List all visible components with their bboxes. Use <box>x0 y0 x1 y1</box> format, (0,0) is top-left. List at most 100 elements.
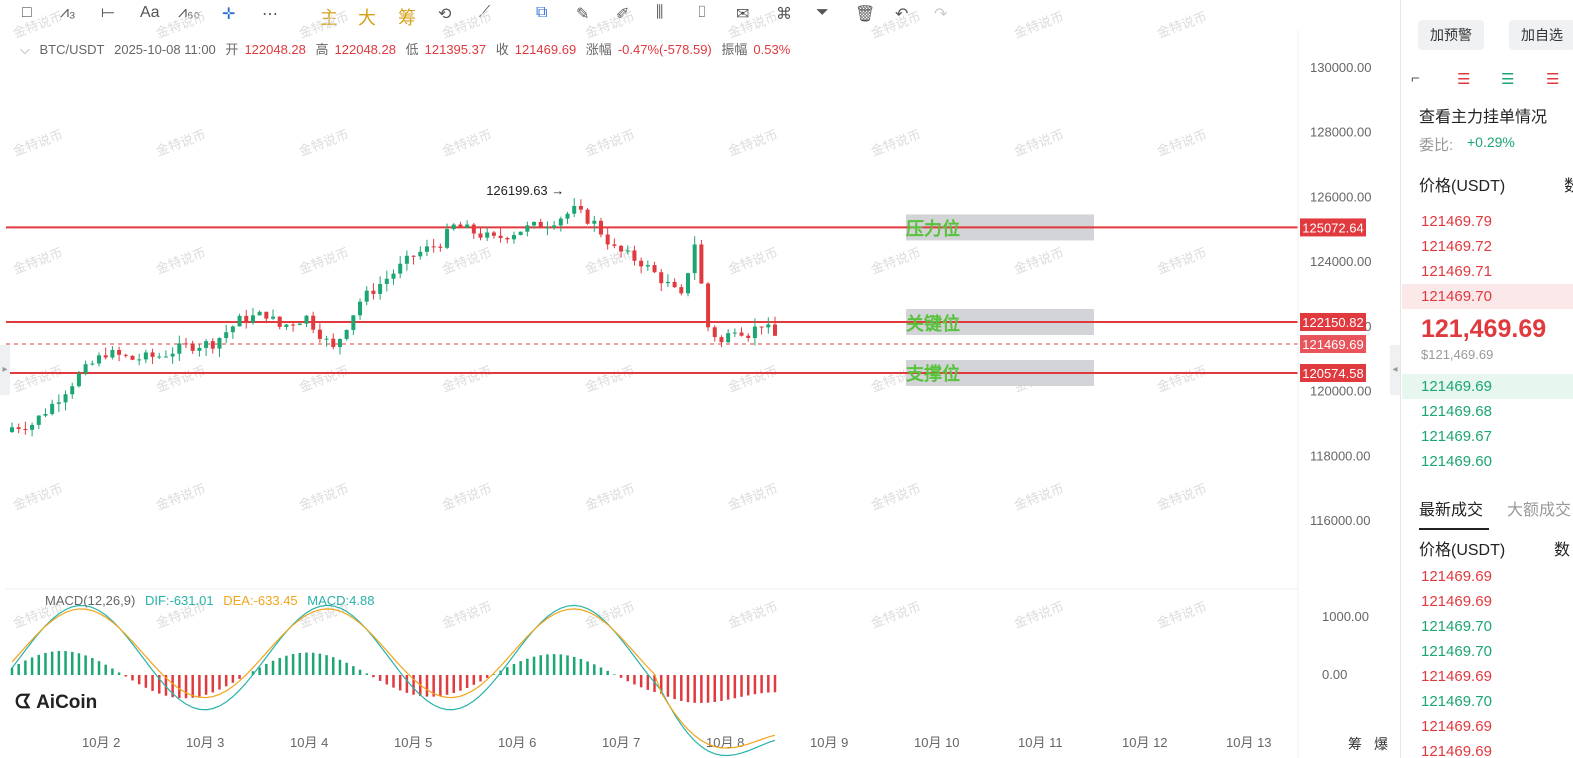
candle-body <box>719 337 724 343</box>
candle-body <box>257 311 262 316</box>
redo-icon[interactable]: ↷ <box>934 6 948 23</box>
close-value: 121469.69 <box>514 42 577 57</box>
filter-icon[interactable]: ⏷ <box>816 4 829 21</box>
collapse-icon[interactable]: ⌵ <box>20 42 30 57</box>
watermark-text: 金特说币 <box>869 481 923 513</box>
watermark-text: 金特说币 <box>1012 9 1066 41</box>
line-tool-icon[interactable]: ⟝ <box>101 4 115 21</box>
box-icon[interactable]: ⌷ <box>697 4 707 21</box>
candle-body <box>759 326 764 328</box>
candle-body <box>659 272 664 284</box>
rectangle-tool-icon[interactable]: □ <box>22 4 32 21</box>
candle-body <box>605 234 610 245</box>
x-tick-label: 10月 11 <box>1018 735 1063 750</box>
watermark-text: 金特说币 <box>726 127 780 159</box>
candle-body <box>123 354 128 356</box>
book-both-icon[interactable]: ☰ <box>1457 71 1471 88</box>
copy-icon[interactable]: ⧉ <box>536 4 548 21</box>
tab-underline <box>1419 528 1489 530</box>
candle-body <box>699 244 704 284</box>
candle-body <box>23 428 28 430</box>
candle-body <box>552 225 557 228</box>
book-bids-icon[interactable]: ☰ <box>1501 71 1515 88</box>
ask-price[interactable]: 121469.70 <box>1421 288 1492 305</box>
more-icon[interactable]: ⋯ <box>262 6 278 23</box>
candle-body <box>592 220 597 224</box>
pen-icon[interactable]: ✐ <box>616 6 630 23</box>
bid-price[interactable]: 121469.60 <box>1421 453 1492 470</box>
bid-price[interactable]: 121469.68 <box>1421 403 1492 420</box>
price-chart[interactable]: 金特说币 金特说币 金特说币 金特说币 金特说币 金特说币 金特说币 金特说币 金特说币金特说币… <box>0 0 1398 758</box>
chip-button[interactable]: 筹 <box>398 8 416 28</box>
undo-icon[interactable]: ↶ <box>895 6 909 23</box>
key-level-label: 关键位 <box>906 314 960 334</box>
candle-body <box>612 244 617 246</box>
liquidation-tab[interactable]: 爆 <box>1374 736 1388 752</box>
watermark-text: 金特说币 <box>1155 127 1209 159</box>
high-label: 高 <box>315 42 329 57</box>
ask-price[interactable]: 121469.71 <box>1421 263 1492 280</box>
watermark-text: 金特说币 <box>869 599 923 631</box>
add-watchlist-button[interactable]: 加自选 <box>1509 20 1573 50</box>
expand-icon[interactable]: ⌐ <box>1411 70 1420 87</box>
candle-body <box>384 278 389 284</box>
watermark-text: 金特说币 <box>1012 599 1066 631</box>
large-order-button[interactable]: 大 <box>358 8 376 28</box>
candle-body <box>244 315 249 323</box>
candle-body <box>50 403 55 414</box>
bid-row-highlight <box>1402 374 1573 399</box>
watermark-text: 金特说币 <box>440 127 494 159</box>
candle-icon[interactable]: ⫼ <box>656 4 664 21</box>
wave-tool-icon[interactable]: ⩘₃ <box>60 4 76 21</box>
mid-price-usd: $121,469.69 <box>1421 347 1494 362</box>
ruler-icon[interactable]: ✎ <box>576 6 590 23</box>
x-tick-label: 10月 4 <box>290 735 328 750</box>
level-price-text: 122150.82 <box>1302 315 1363 330</box>
book-asks-icon[interactable]: ☰ <box>1546 71 1560 88</box>
watermark-text: 金特说币 <box>11 481 65 513</box>
left-collapse-icon[interactable]: ▸ <box>0 345 10 395</box>
right-collapse-icon[interactable]: ◂ <box>1390 345 1400 395</box>
crosshair-icon[interactable]: ✛ <box>222 6 236 23</box>
candle-body <box>445 229 450 248</box>
candle-body <box>746 335 751 338</box>
chip-tab[interactable]: 筹 <box>1348 736 1362 752</box>
candle-body <box>625 250 630 252</box>
trend-tool-icon[interactable]: ⟋ <box>479 4 491 21</box>
candle-body <box>478 233 483 238</box>
watermark-text: 金特说币 <box>726 599 780 631</box>
x-tick-label: 10月 3 <box>186 735 224 750</box>
candle-body <box>398 263 403 274</box>
candle-body <box>672 281 677 288</box>
magnet-icon[interactable]: ⌘ <box>776 6 792 23</box>
main-orders-link[interactable]: 查看主力挂单情况 <box>1419 109 1548 126</box>
candle-body <box>585 209 590 224</box>
wave60-tool-icon[interactable]: ⩘₆₀ <box>178 4 201 21</box>
note-icon[interactable]: ✉ <box>736 6 750 23</box>
add-alert-button[interactable]: 加预警 <box>1418 20 1484 50</box>
aicoin-logo: ᗧ AiCoin <box>15 692 98 713</box>
bid-price[interactable]: 121469.67 <box>1421 428 1492 445</box>
trade-row-price: 121469.70 <box>1421 693 1492 710</box>
level-price-text: 120574.58 <box>1302 366 1363 381</box>
tab-latest-trades[interactable]: 最新成交 <box>1419 502 1484 519</box>
text-tool-icon[interactable]: Aa <box>140 4 160 21</box>
main-force-button[interactable]: 主 <box>320 8 338 28</box>
x-tick-label: 10月 2 <box>82 735 120 750</box>
watermark-text: 金特说币 <box>1012 245 1066 277</box>
candle-body <box>518 231 523 236</box>
ask-price[interactable]: 121469.79 <box>1421 213 1492 230</box>
close-label: 收 <box>495 42 509 57</box>
candle-body <box>224 332 229 339</box>
tab-large-trades[interactable]: 大额成交 <box>1507 502 1572 519</box>
candle-body <box>157 356 162 358</box>
y-tick-label: 124000.00 <box>1310 254 1371 269</box>
open-label: 开 <box>225 42 239 57</box>
ask-price[interactable]: 121469.72 <box>1421 238 1492 255</box>
bid-price[interactable]: 121469.69 <box>1421 378 1492 395</box>
candle-body <box>110 350 115 358</box>
mid-price: 121,469.69 <box>1421 315 1547 343</box>
trash-icon[interactable]: 🗑 <box>855 6 876 23</box>
level-price-tag <box>1300 312 1366 331</box>
sync-icon[interactable]: ⟲ <box>438 6 452 23</box>
